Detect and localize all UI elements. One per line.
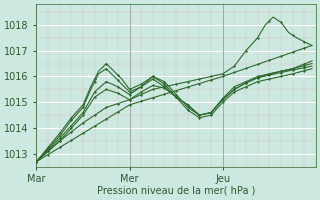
X-axis label: Pression niveau de la mer( hPa ): Pression niveau de la mer( hPa ): [97, 186, 255, 196]
